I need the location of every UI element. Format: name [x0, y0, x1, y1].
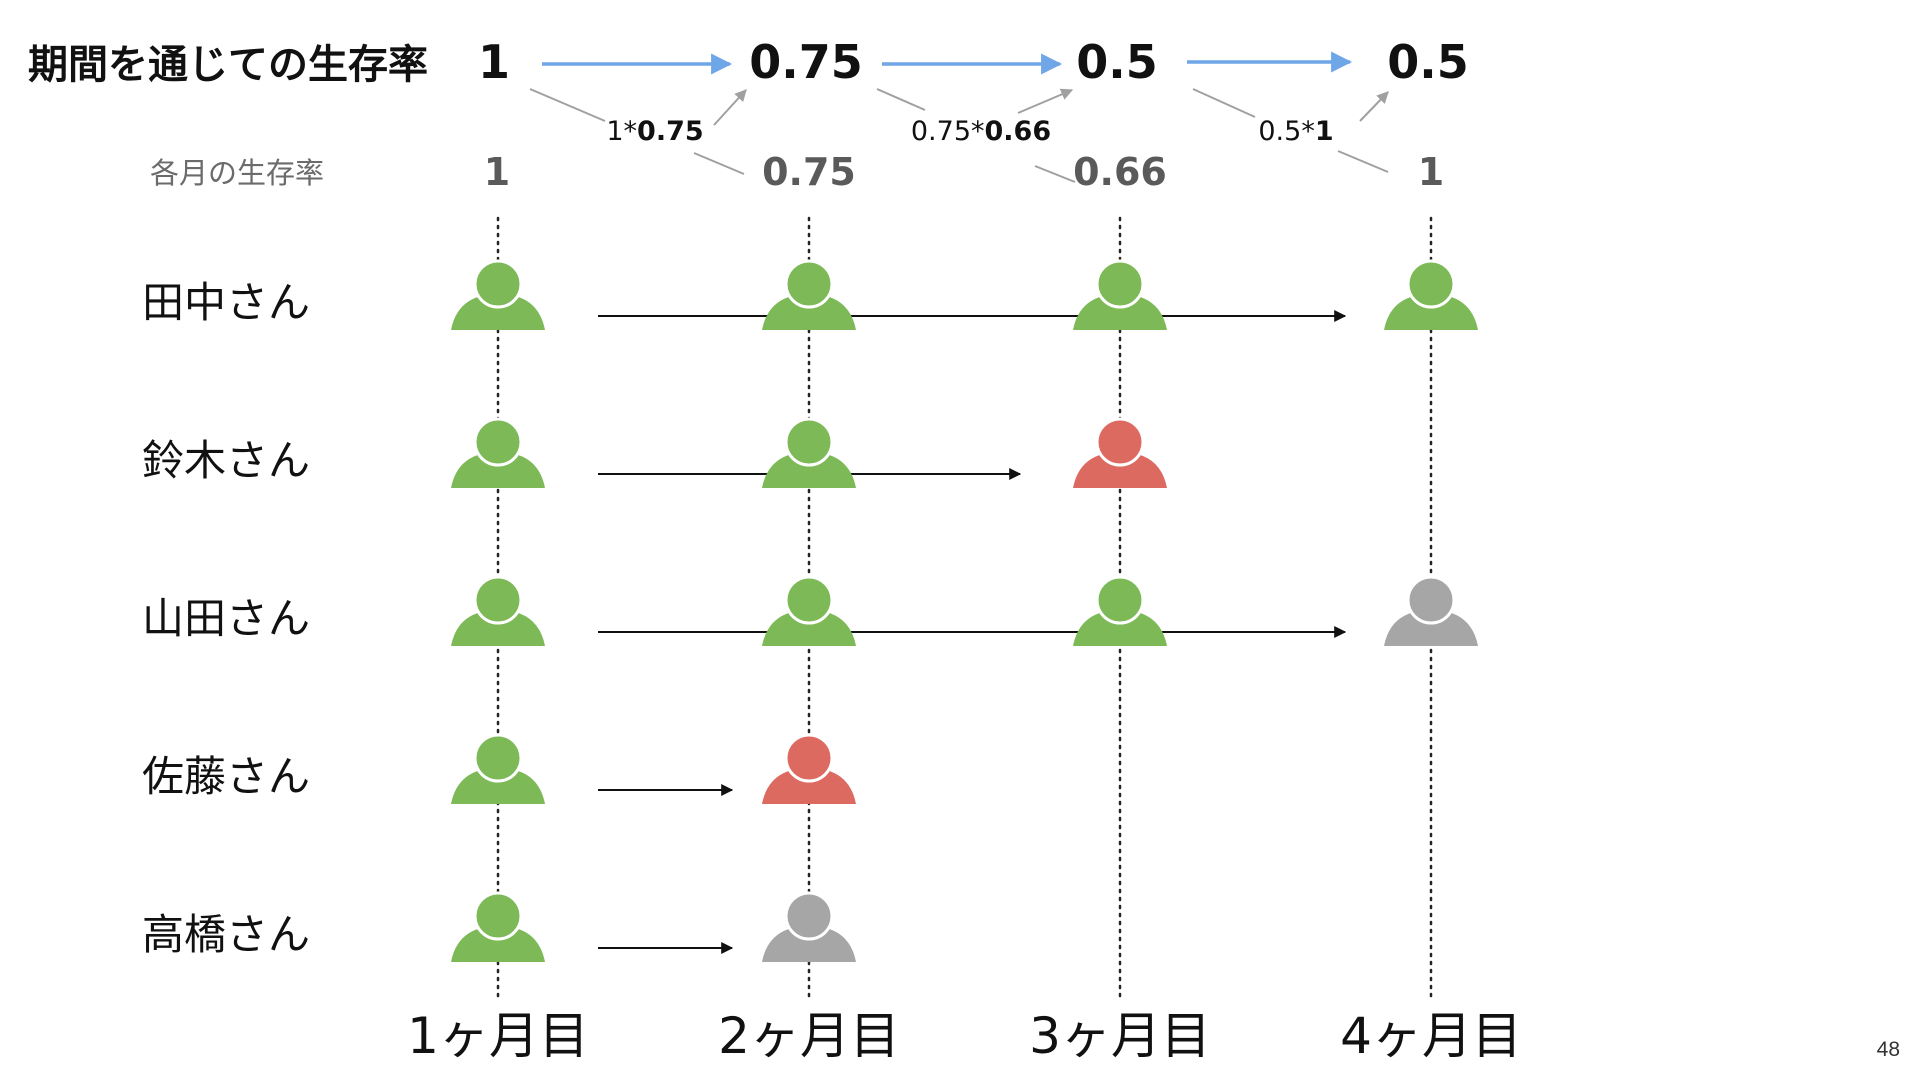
person-active-icon: [1073, 575, 1167, 646]
person-name: 高橋さん: [142, 910, 310, 959]
cumulative-rate: 1: [478, 35, 510, 89]
monthly-rates: 1 0.75 0.66 1: [484, 150, 1444, 194]
person-censored-icon: [1384, 575, 1478, 646]
multiplier-label: 1*0.75: [606, 116, 703, 147]
person-churned-icon: [762, 733, 856, 804]
month-label: 1ヶ月目: [407, 1007, 589, 1065]
person-row: 田中さん: [142, 259, 1478, 330]
person-row: 山田さん: [142, 575, 1478, 646]
monthly-rate: 0.75: [762, 150, 856, 194]
person-active-icon: [762, 417, 856, 488]
month-label: 2ヶ月目: [718, 1007, 900, 1065]
person-active-icon: [1384, 259, 1478, 330]
person-row: 佐藤さん: [142, 733, 856, 804]
person-name: 田中さん: [142, 278, 310, 327]
monthly-rate: 1: [484, 150, 510, 194]
person-active-icon: [451, 417, 545, 488]
month-labels: 1ヶ月目 2ヶ月目 3ヶ月目 4ヶ月目: [407, 1007, 1522, 1065]
person-active-icon: [762, 575, 856, 646]
page-number: 48: [1876, 1038, 1900, 1061]
month-label: 4ヶ月目: [1340, 1007, 1522, 1065]
multiplier-connectors: [529, 88, 1389, 183]
multiplier-label: 0.5*1: [1258, 116, 1333, 147]
multiplier-label: 0.75*0.66: [911, 116, 1051, 147]
person-active-icon: [1073, 259, 1167, 330]
cumulative-rate: 0.75: [749, 35, 863, 89]
cumulative-rate: 0.5: [1387, 35, 1469, 89]
person-name: 佐藤さん: [142, 752, 310, 801]
person-name: 山田さん: [142, 594, 310, 643]
monthly-rate: 0.66: [1073, 150, 1167, 194]
multiplier-labels: 1*0.75 0.75*0.66 0.5*1: [606, 116, 1333, 147]
cumulative-rate: 0.5: [1076, 35, 1158, 89]
month-label: 3ヶ月目: [1029, 1007, 1211, 1065]
monthly-rate-label: 各月の生存率: [150, 156, 324, 190]
person-active-icon: [451, 891, 545, 962]
cumulative-rates: 1 0.75 0.5 0.5: [478, 35, 1469, 89]
person-churned-icon: [1073, 417, 1167, 488]
person-row: 高橋さん: [142, 891, 856, 962]
person-active-icon: [451, 575, 545, 646]
month-guides: [496, 216, 1433, 1002]
person-censored-icon: [762, 891, 856, 962]
diagram-title: 期間を通じての生存率: [28, 42, 428, 88]
person-name: 鈴木さん: [142, 436, 310, 485]
person-active-icon: [451, 259, 545, 330]
person-active-icon: [451, 733, 545, 804]
person-active-icon: [762, 259, 856, 330]
monthly-rate: 1: [1418, 150, 1444, 194]
flow-arrows: [542, 51, 1353, 75]
person-row: 鈴木さん: [142, 417, 1167, 488]
